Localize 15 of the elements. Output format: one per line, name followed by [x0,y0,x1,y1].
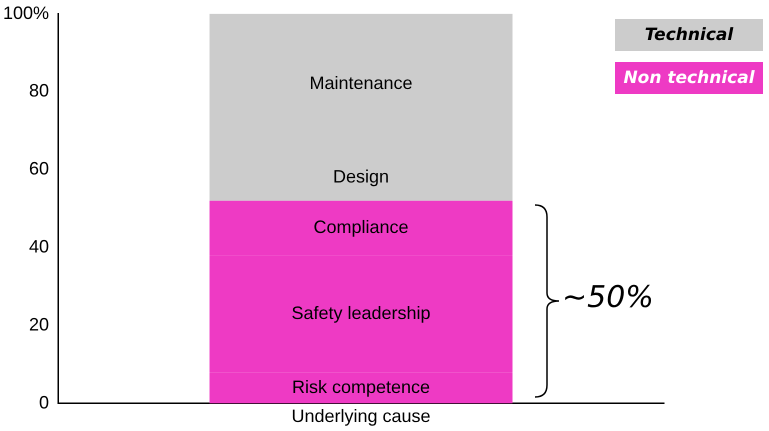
annotation: ~50% [562,280,654,315]
series-label: Compliance [313,217,409,238]
y-tick-label: 100% [2,2,50,23]
legend-box: Technical [615,19,763,51]
legend-box: Non technical [615,62,763,94]
y-tick-label: 80 [29,80,50,101]
y-tick-label: 60 [29,158,50,179]
y-tick-label: 0 [39,392,50,412]
series-label: Maintenance [309,72,413,93]
x-tick-label: Underlying cause [291,406,431,426]
series-label: Risk competence [292,376,430,397]
y-tick-label: 20 [29,314,50,334]
series-label: Design [333,166,390,186]
y-tick-label: 40 [29,236,50,257]
series-label: Safety leadership [291,302,431,323]
